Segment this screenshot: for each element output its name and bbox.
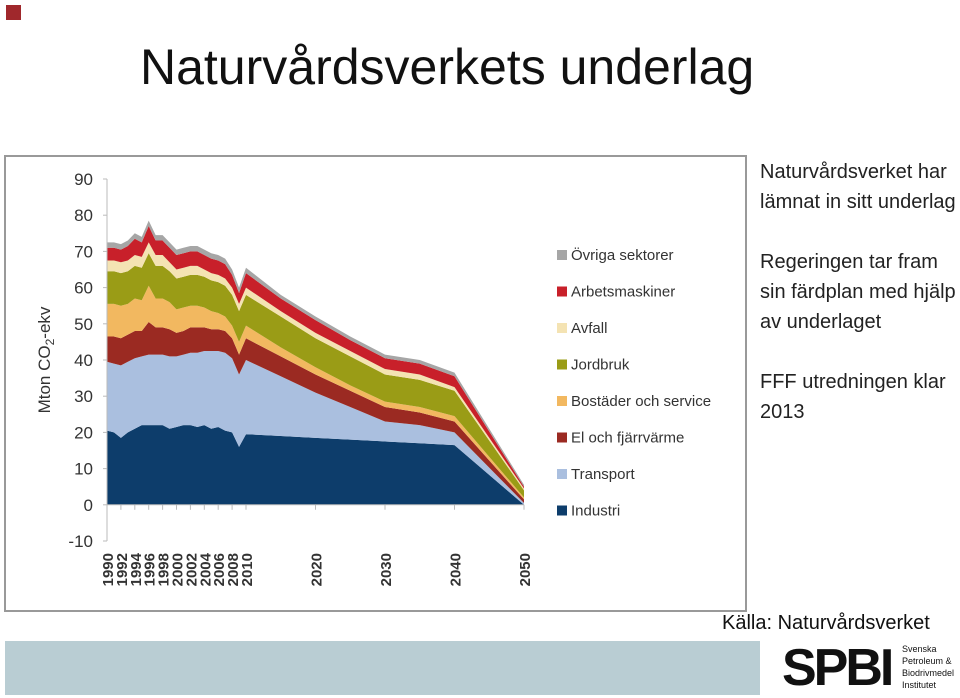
y-label-suffix: -ekv <box>35 306 54 339</box>
logo-name: SPBI <box>782 639 894 697</box>
legend-swatch <box>557 323 567 333</box>
legend-swatch <box>557 359 567 370</box>
x-tick-label: 2030 <box>378 553 395 586</box>
note: Naturvårdsverket har lämnat in sitt unde… <box>760 161 956 213</box>
y-tick-label: 10 <box>74 460 93 479</box>
area <box>107 350 524 505</box>
footer-band <box>5 641 760 695</box>
source: Källa: Naturvårdsverket <box>722 612 930 634</box>
legend-label: Avfall <box>571 320 607 337</box>
logo-line: Petroleum & <box>902 656 952 666</box>
x-tick-label: 1990 <box>100 553 117 586</box>
x-tick-label: 2000 <box>170 553 187 586</box>
legend-swatch <box>557 469 567 479</box>
area <box>107 425 524 505</box>
y-axis-label: Mton CO2-ekv <box>35 306 57 413</box>
y-tick-label: 50 <box>74 315 93 334</box>
legend-label: Transport <box>571 466 635 483</box>
y-tick-label: -10 <box>68 532 93 551</box>
x-tick-label: 2050 <box>517 553 534 586</box>
legend-label: Bostäder och service <box>571 393 711 410</box>
y-tick-label: 20 <box>74 423 93 442</box>
x-tick-label: 1994 <box>128 552 145 586</box>
y-tick-label: 0 <box>84 496 93 515</box>
legend-label: Industri <box>571 503 620 520</box>
logo-lines: Svenska Petroleum & Biodrivmedel Institu… <box>902 643 954 691</box>
area <box>107 285 524 500</box>
y-tick-label: 30 <box>74 387 93 406</box>
legend-label: Arbetsmaskiner <box>571 284 675 301</box>
y-tick-label: 40 <box>74 351 93 370</box>
accent-square <box>6 5 21 20</box>
legend-label: Övriga sektorer <box>571 246 674 264</box>
logo: SPBI Svenska Petroleum & Biodrivmedel In… <box>782 639 957 697</box>
note: FFF utredningen klar 2013 <box>760 371 946 423</box>
legend-swatch <box>557 505 567 516</box>
legend-swatch <box>557 250 567 260</box>
area <box>107 253 524 498</box>
x-tick-label: 2020 <box>309 553 326 586</box>
legend-label: El och fjärrvärme <box>571 430 684 447</box>
slide-title: Naturvårdsverkets underlag <box>140 39 755 95</box>
legend-label: Jordbruk <box>571 357 630 374</box>
y-tick-label: 70 <box>74 242 93 261</box>
x-tick-label: 1996 <box>142 553 159 586</box>
x-tick-label: 2004 <box>197 552 214 586</box>
logo-line: Institutet <box>902 680 937 690</box>
x-tick-label: 1992 <box>114 553 131 586</box>
legend-swatch <box>557 396 567 406</box>
notes: Naturvårdsverket har lämnat in sitt unde… <box>760 157 960 457</box>
y-tick-label: 90 <box>74 170 93 189</box>
legend-swatch <box>557 286 567 297</box>
logo-line: Svenska <box>902 644 937 654</box>
y-tick-label: 60 <box>74 279 93 298</box>
x-tick-label: 2008 <box>225 553 242 586</box>
y-tick-label: 80 <box>74 206 93 225</box>
legend-swatch <box>557 432 567 443</box>
y-label-text: Mton CO <box>35 345 54 413</box>
x-tick-label: 2006 <box>211 553 228 586</box>
chart: Mton CO2-ekv -10010203040506070809019901… <box>4 155 747 612</box>
y-label-subscript: 2 <box>43 338 57 345</box>
note: Regeringen tar fram sin färdplan med hjä… <box>760 251 956 333</box>
logo-line: Biodrivmedel <box>902 668 955 678</box>
x-tick-label: 2010 <box>239 553 256 586</box>
area <box>107 321 524 503</box>
x-tick-label: 2040 <box>448 553 465 586</box>
x-tick-label: 2002 <box>183 553 200 586</box>
x-tick-label: 1998 <box>156 553 173 586</box>
